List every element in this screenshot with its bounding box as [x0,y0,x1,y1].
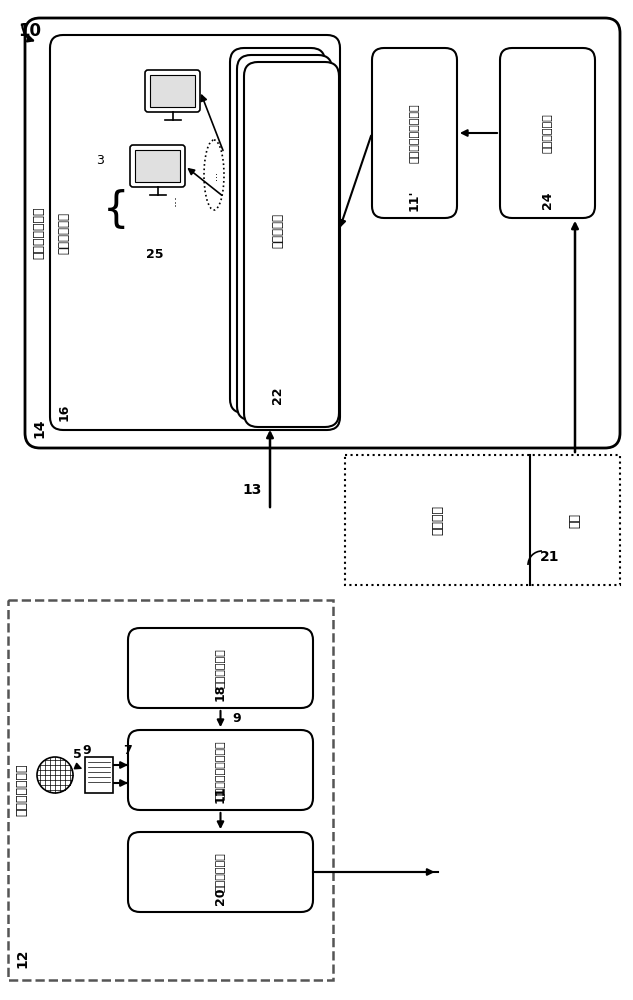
Text: ...: ... [209,170,219,180]
Bar [135,150,180,182]
Bar [8,600,333,980]
Text: 16: 16 [58,403,70,421]
Text: {: { [103,189,129,231]
FancyBboxPatch shape [130,145,185,187]
Bar [85,757,113,793]
Bar [150,75,195,107]
Text: 较高阶立体混响系数: 较高阶立体混响系数 [410,103,420,163]
Text: 3: 3 [96,153,104,166]
Text: 内容创建者装置: 内容创建者装置 [15,764,28,816]
Text: 音频解码装置: 音频解码装置 [542,113,553,153]
FancyBboxPatch shape [230,48,325,413]
FancyBboxPatch shape [128,730,313,810]
Text: 9: 9 [83,744,91,756]
Text: 5: 5 [73,748,82,762]
Ellipse shape [204,140,224,210]
Text: 7: 7 [123,744,132,758]
FancyBboxPatch shape [500,48,595,218]
Text: 20: 20 [214,887,227,905]
FancyBboxPatch shape [372,48,457,218]
Text: 音频编辑系统: 音频编辑系统 [215,648,225,688]
FancyBboxPatch shape [25,18,620,448]
Text: 25: 25 [146,248,164,261]
FancyBboxPatch shape [50,35,340,430]
Text: 13: 13 [242,483,261,497]
Text: ...: ... [165,194,179,206]
Text: 11: 11 [214,785,227,803]
FancyBboxPatch shape [237,55,332,420]
Text: 音频重放系统: 音频重放系统 [58,212,70,253]
FancyBboxPatch shape [128,628,313,708]
FancyBboxPatch shape [128,832,313,912]
Text: 音频编码装置: 音频编码装置 [215,852,225,892]
Text: 24: 24 [541,191,554,209]
Text: 10: 10 [18,22,41,40]
Text: 18: 18 [214,683,227,701]
Text: 14: 14 [32,418,46,438]
Text: 较高阶立体混响系数: 较高阶立体混响系数 [215,740,225,800]
Text: 22: 22 [271,386,284,404]
Text: 21: 21 [540,550,560,564]
Text: 内容消费者装置: 内容消费者装置 [32,207,46,259]
Text: 音频再现器: 音频再现器 [271,213,284,248]
Text: 11': 11' [408,189,421,211]
Text: 9: 9 [232,712,241,726]
Text: 发射信道: 发射信道 [431,505,444,535]
FancyBboxPatch shape [145,70,200,112]
Bar [345,455,620,585]
FancyBboxPatch shape [244,62,339,427]
Circle shape [37,757,73,793]
Text: 12: 12 [15,948,29,968]
Text: 位流: 位流 [568,512,582,528]
